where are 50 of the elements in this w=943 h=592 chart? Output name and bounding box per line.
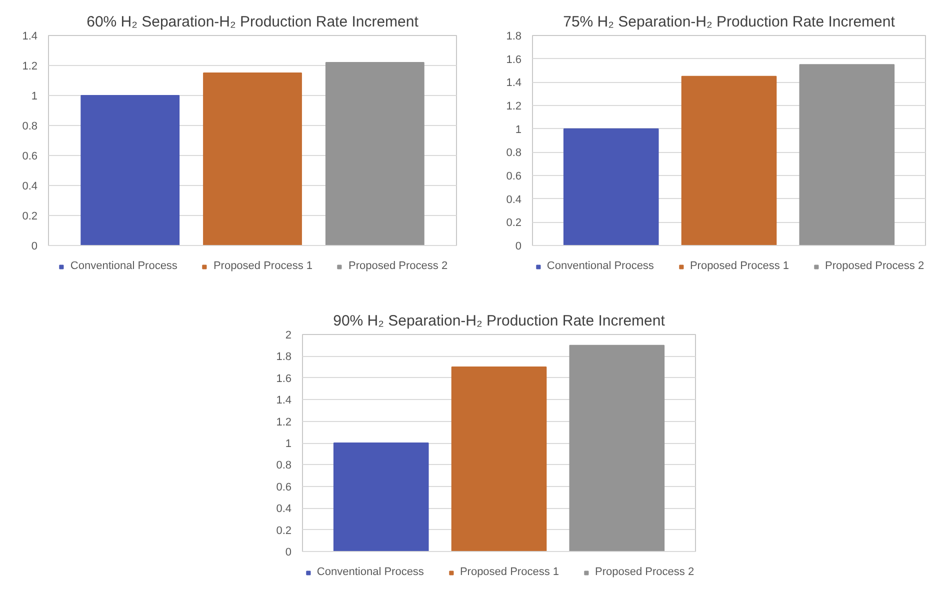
legend-label: Proposed Process 2: [348, 260, 448, 272]
y-tick-label: 0.4: [506, 194, 522, 206]
y-tick-label: 0.2: [22, 210, 38, 222]
bar: [563, 128, 659, 246]
bar: [80, 95, 180, 246]
y-tick-label: 1.8: [506, 30, 522, 42]
y-tick-label: 0.4: [276, 503, 292, 516]
y-tick-label: 0.2: [276, 524, 292, 537]
legend-label: Proposed Process 2: [825, 260, 924, 272]
y-tick-label: 0: [515, 240, 522, 252]
bar: [451, 366, 547, 552]
y-tick-label: 0.8: [276, 460, 292, 472]
chart-title: 90% H₂ Separation-H₂ Production Rate Increment: [333, 312, 666, 330]
y-tick-label: 1.8: [276, 351, 292, 364]
y-tick-label: 0.8: [22, 120, 38, 132]
y-tick-label: 1: [285, 438, 292, 450]
y-tick-label: 2: [285, 330, 292, 342]
y-tick-label: 1: [515, 124, 522, 136]
legend-label: Conventional Process: [546, 260, 654, 272]
bar: [203, 72, 302, 246]
legend-label: Proposed Process 1: [690, 260, 790, 272]
y-tick-label: 1.6: [506, 54, 522, 66]
legend-label: Proposed Process 1: [213, 260, 313, 272]
bar: [681, 76, 777, 246]
y-tick-label: 1.4: [276, 394, 292, 407]
y-tick-label: 0.2: [506, 217, 522, 230]
y-tick-label: 0.6: [506, 170, 522, 182]
bar: [333, 442, 429, 552]
y-tick-label: 1.2: [276, 416, 292, 428]
y-tick-label: 0: [31, 240, 38, 252]
bar: [799, 64, 895, 246]
y-tick-label: 1.2: [22, 60, 38, 72]
y-tick-label: 0.6: [276, 481, 292, 494]
legend-label: Proposed Process 2: [595, 566, 694, 578]
legend-label: Proposed Process 1: [460, 566, 560, 578]
y-tick-label: 1.4: [22, 30, 38, 42]
bar: [569, 344, 665, 552]
chart-title: 75% H₂ Separation-H₂ Production Rate Increment: [563, 14, 896, 30]
legend-label: Conventional Process: [70, 260, 178, 272]
chart-title: 60% H₂ Separation-H₂ Production Rate Increment: [86, 14, 420, 30]
y-tick-label: 1: [31, 90, 38, 102]
y-tick-label: 0.8: [506, 147, 522, 160]
bar: [325, 62, 424, 246]
y-tick-label: 0.6: [22, 150, 38, 162]
y-tick-label: 1.4: [506, 77, 522, 90]
y-tick-label: 1.6: [276, 372, 292, 385]
y-tick-label: 1.2: [506, 100, 522, 112]
y-tick-label: 0.4: [22, 180, 38, 192]
y-tick-label: 0: [285, 546, 292, 558]
legend-label: Conventional Process: [316, 566, 424, 578]
